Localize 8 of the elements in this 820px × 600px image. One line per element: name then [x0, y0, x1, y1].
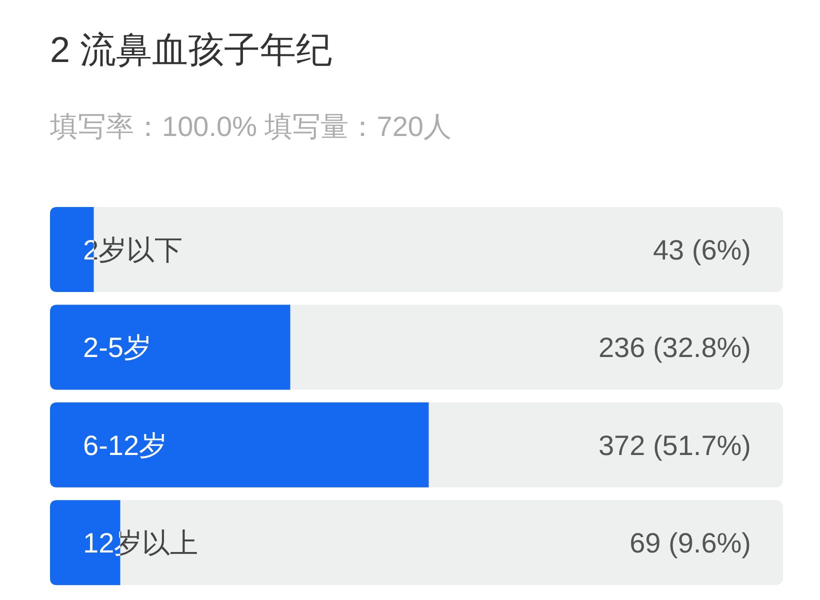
data-label: 43 (6%) — [652, 234, 751, 266]
data-label: 69 (9.6%) — [630, 528, 751, 559]
y-tick-label: 2-5岁 — [83, 332, 152, 364]
data-label: 236 (32.8%) — [598, 332, 751, 364]
chart-title: 2 流鼻血孩子年纪 — [50, 29, 332, 70]
chart-subtitle: 填写率：100.0% 填写量：720人 — [49, 111, 452, 142]
y-tick-label: 6-12岁 — [83, 430, 168, 461]
data-label: 372 (51.7%) — [598, 430, 751, 461]
